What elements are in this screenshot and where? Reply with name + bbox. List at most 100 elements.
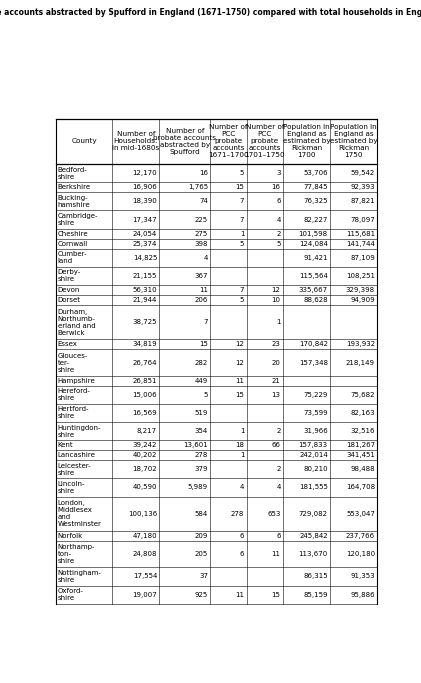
Text: 23: 23 xyxy=(272,342,280,348)
Text: 11: 11 xyxy=(272,551,280,557)
Text: 37: 37 xyxy=(199,574,208,579)
Text: 8,217: 8,217 xyxy=(137,428,157,434)
Text: 449: 449 xyxy=(195,378,208,384)
Text: 66: 66 xyxy=(272,442,280,448)
Text: 157,833: 157,833 xyxy=(298,442,328,448)
Text: 18: 18 xyxy=(235,442,244,448)
Text: Bedford-
shire: Bedford- shire xyxy=(58,167,88,180)
Text: Number of
PCC
probate
accounts
1671–1700: Number of PCC probate accounts 1671–1700 xyxy=(208,124,249,158)
Text: 113,670: 113,670 xyxy=(298,551,328,557)
Text: 25,374: 25,374 xyxy=(133,240,157,247)
Text: Essex: Essex xyxy=(58,342,78,348)
Text: 11: 11 xyxy=(235,378,244,384)
Text: Kent: Kent xyxy=(58,442,74,448)
Text: 73,599: 73,599 xyxy=(303,410,328,416)
Text: 19,007: 19,007 xyxy=(132,591,157,598)
Text: Durham,
Northumb-
erland and
Berwick: Durham, Northumb- erland and Berwick xyxy=(58,309,96,335)
Text: 87,821: 87,821 xyxy=(350,198,375,204)
Text: Cheshire: Cheshire xyxy=(58,231,88,236)
Text: 925: 925 xyxy=(195,591,208,598)
Text: 91,353: 91,353 xyxy=(350,574,375,579)
Text: 5: 5 xyxy=(240,170,244,176)
Text: 75,682: 75,682 xyxy=(351,392,375,398)
Text: 6: 6 xyxy=(240,551,244,557)
Text: 181,267: 181,267 xyxy=(346,442,375,448)
Text: 16: 16 xyxy=(272,184,280,191)
Text: 115,564: 115,564 xyxy=(299,273,328,279)
Text: 225: 225 xyxy=(195,217,208,223)
Text: 40,202: 40,202 xyxy=(133,452,157,458)
Text: Lancashire: Lancashire xyxy=(58,452,96,458)
Text: 78,097: 78,097 xyxy=(350,217,375,223)
Text: 242,014: 242,014 xyxy=(299,452,328,458)
Text: 2: 2 xyxy=(276,466,280,472)
Text: County: County xyxy=(71,139,97,145)
Text: 94,909: 94,909 xyxy=(350,297,375,303)
Text: Huntingdon-
shire: Huntingdon- shire xyxy=(58,425,101,438)
Text: 335,667: 335,667 xyxy=(298,287,328,293)
Text: 2: 2 xyxy=(276,231,280,236)
Text: Bucking-
hamshire: Bucking- hamshire xyxy=(58,195,91,208)
Text: 74: 74 xyxy=(199,198,208,204)
Text: 164,708: 164,708 xyxy=(346,484,375,490)
Text: 141,744: 141,744 xyxy=(346,240,375,247)
Text: 7: 7 xyxy=(240,287,244,293)
Text: Hampshire: Hampshire xyxy=(58,378,96,384)
Text: 193,932: 193,932 xyxy=(346,342,375,348)
Text: 12: 12 xyxy=(235,359,244,365)
Text: Number of
probate accounts
abstracted by
Spufford: Number of probate accounts abstracted by… xyxy=(153,128,216,155)
Text: 18,390: 18,390 xyxy=(132,198,157,204)
Text: Hereford-
shire: Hereford- shire xyxy=(58,389,91,402)
Text: 86,315: 86,315 xyxy=(303,574,328,579)
Text: 553,047: 553,047 xyxy=(346,511,375,517)
Text: 329,398: 329,398 xyxy=(346,287,375,293)
Text: Number of
Households:
in mid-1680s: Number of Households: in mid-1680s xyxy=(112,131,160,152)
Text: 205: 205 xyxy=(195,551,208,557)
Text: 4: 4 xyxy=(240,484,244,490)
Text: Cumber-
land: Cumber- land xyxy=(58,251,87,264)
Text: 170,842: 170,842 xyxy=(299,342,328,348)
Text: 21,155: 21,155 xyxy=(133,273,157,279)
Text: 367: 367 xyxy=(195,273,208,279)
Text: 82,227: 82,227 xyxy=(304,217,328,223)
Text: 5: 5 xyxy=(240,297,244,303)
Text: 1: 1 xyxy=(240,452,244,458)
Text: 91,421: 91,421 xyxy=(303,255,328,261)
Text: 15,006: 15,006 xyxy=(133,392,157,398)
Text: 2: 2 xyxy=(276,428,280,434)
Text: 6: 6 xyxy=(276,533,280,539)
Text: 17,347: 17,347 xyxy=(133,217,157,223)
Text: 88,628: 88,628 xyxy=(303,297,328,303)
Text: 1: 1 xyxy=(240,231,244,236)
Text: Cambridge-
shire: Cambridge- shire xyxy=(58,213,99,226)
Text: London,
Middlesex
and
Westminster: London, Middlesex and Westminster xyxy=(58,500,102,527)
Text: 95,886: 95,886 xyxy=(350,591,375,598)
Text: 17,554: 17,554 xyxy=(133,574,157,579)
Text: 10: 10 xyxy=(272,297,280,303)
Text: 76,325: 76,325 xyxy=(303,198,328,204)
Text: Population in
England as
estimated by
Rickman
1750: Population in England as estimated by Ri… xyxy=(330,124,378,158)
Text: 1: 1 xyxy=(276,319,280,325)
Text: 5: 5 xyxy=(276,240,280,247)
Text: 16: 16 xyxy=(199,170,208,176)
Text: 12: 12 xyxy=(272,287,280,293)
Text: Hertford-
shire: Hertford- shire xyxy=(58,406,89,419)
Text: Derby-
shire: Derby- shire xyxy=(58,269,81,282)
Text: 77,845: 77,845 xyxy=(303,184,328,191)
Text: 40,590: 40,590 xyxy=(133,484,157,490)
Text: Cornwall: Cornwall xyxy=(58,240,88,247)
Text: Dorset: Dorset xyxy=(58,297,81,303)
Text: 584: 584 xyxy=(195,511,208,517)
Text: 5: 5 xyxy=(204,392,208,398)
Text: 181,555: 181,555 xyxy=(299,484,328,490)
Text: 245,842: 245,842 xyxy=(299,533,328,539)
Text: 59,542: 59,542 xyxy=(351,170,375,176)
Text: 653: 653 xyxy=(267,511,280,517)
Text: 7: 7 xyxy=(240,198,244,204)
Text: 120,180: 120,180 xyxy=(346,551,375,557)
Text: 12,170: 12,170 xyxy=(133,170,157,176)
Text: 21,944: 21,944 xyxy=(133,297,157,303)
Text: 38,725: 38,725 xyxy=(133,319,157,325)
Text: 32,516: 32,516 xyxy=(351,428,375,434)
Text: 21: 21 xyxy=(272,378,280,384)
